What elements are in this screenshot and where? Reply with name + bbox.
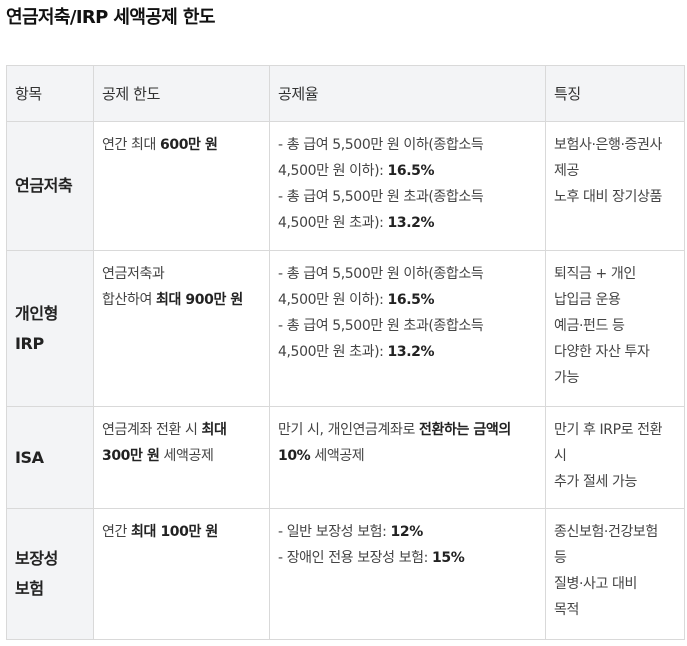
text-fragment: 연간 최대 <box>102 137 161 153</box>
text-fragment: 4,500만 원 이하): <box>278 163 388 179</box>
table-row: 개인형 IRP 연금저축과 합산하여 최대 900만 원- 총 급여 5,500만 원… <box>6 250 685 407</box>
cell-line: 합산하여 최대 900만 원 <box>102 287 261 313</box>
cell-line: 10% 세액공제 <box>278 443 537 469</box>
table-row: 보장성 보험 연간 최대 100만 원- 일반 보장성 보험: 12% - 장애인 전… <box>6 508 685 640</box>
item-label: IRP <box>15 333 44 353</box>
item-label: 연금저축 <box>15 176 73 195</box>
text-fragment: - 총 급여 5,500만 원 초과(종합소득 <box>278 318 484 334</box>
emphasis-text: 최대 <box>201 422 227 438</box>
cell-line: 연간 최대 100만 원 <box>102 519 261 545</box>
cell-line: 4,500만 원 초과): 13.2% <box>278 210 537 236</box>
text-fragment: - 총 급여 5,500만 원 이하(종합소득 <box>278 137 484 153</box>
table-row: 연금저축 연간 최대 600만 원 - 총 급여 5,500만 원 이하(종합소득 4… <box>6 121 685 251</box>
cell-line: 4,500만 원 초과): 13.2% <box>278 339 537 365</box>
feature-line: 목적 <box>554 602 579 618</box>
cell-line: 4,500만 원 이하): 16.5% <box>278 158 537 184</box>
emphasis-text: 16.5% <box>387 163 435 179</box>
emphasis-text: 10% <box>278 448 311 464</box>
feature-line: 보험사·은행·증권사 <box>554 137 662 153</box>
text-fragment: 4,500만 원 초과): <box>278 344 388 360</box>
cell-line: 연간 최대 600만 원 <box>102 132 261 158</box>
header-features: 특징 <box>545 65 685 122</box>
emphasis-text: 전환하는 금액의 <box>419 422 511 438</box>
feature-line: 납입금 운용 <box>554 292 621 308</box>
cell-line: - 장애인 전용 보장성 보험: 15% <box>278 545 537 571</box>
text-fragment: 연간 <box>102 524 132 540</box>
cell-line: 만기 시, 개인연금계좌로 전환하는 금액의 <box>278 417 537 443</box>
text-fragment: 합산하여 <box>102 292 156 308</box>
cell-item: 연금저축 <box>6 121 94 251</box>
cell-line: - 총 급여 5,500만 원 초과(종합소득 <box>278 313 537 339</box>
deduction-limit-table: 항목 공제 한도 공제율 특징 연금저축 연간 최대 600만 원- 총 급여 5… <box>6 65 685 640</box>
text-fragment: 연금저축과 <box>102 266 165 282</box>
cell-item: ISA <box>6 406 94 509</box>
text-fragment: - 총 급여 5,500만 원 초과(종합소득 <box>278 189 484 205</box>
emphasis-text: 15% <box>432 550 465 566</box>
item-label: 보험 <box>15 579 44 598</box>
text-fragment: 세액공제 <box>159 448 214 464</box>
feature-line: 만기 후 IRP로 전환 <box>554 422 663 438</box>
cell-limit: 연금계좌 전환 시 최대 300만 원 세액공제 <box>93 406 270 509</box>
emphasis-text: 13.2% <box>387 215 435 231</box>
cell-limit: 연간 최대 600만 원 <box>93 121 270 251</box>
feature-line: 노후 대비 장기상품 <box>554 189 662 205</box>
feature-line: 제공 <box>554 163 579 179</box>
feature-line: 등 <box>554 550 567 566</box>
feature-line: 가능 <box>554 370 579 386</box>
emphasis-text: 300만 원 <box>102 448 160 464</box>
text-fragment: 4,500만 원 이하): <box>278 292 388 308</box>
cell-line: - 총 급여 5,500만 원 이하(종합소득 <box>278 132 537 158</box>
table-row: ISA 연금계좌 전환 시 최대 300만 원 세액공제 만기 시, 개인연금계좌로 … <box>6 406 685 509</box>
feature-line: 퇴직금 + 개인 <box>554 266 636 282</box>
cell-rate: - 총 급여 5,500만 원 이하(종합소득 4,500만 원 이하): 16.… <box>269 121 546 251</box>
text-fragment: - 일반 보장성 보험: <box>278 524 391 540</box>
emphasis-text: 최대 900만 원 <box>155 292 243 308</box>
cell-line: - 총 급여 5,500만 원 이하(종합소득 <box>278 261 537 287</box>
text-fragment: 만기 시, 개인연금계좌로 <box>278 422 420 438</box>
cell-rate: - 총 급여 5,500만 원 이하(종합소득 4,500만 원 이하): 16.… <box>269 250 546 407</box>
text-fragment: - 장애인 전용 보장성 보험: <box>278 550 433 566</box>
feature-line: 추가 절세 가능 <box>554 474 637 490</box>
feature-line: 다양한 자산 투자 <box>554 344 650 360</box>
cell-line: 4,500만 원 이하): 16.5% <box>278 287 537 313</box>
table-header-row: 항목 공제 한도 공제율 특징 <box>6 65 685 122</box>
feature-line: 종신보험·건강보험 <box>554 524 658 540</box>
emphasis-text: 13.2% <box>387 344 435 360</box>
text-fragment: 4,500만 원 초과): <box>278 215 388 231</box>
item-label: 보장성 <box>15 549 58 568</box>
item-label: 개인형 <box>15 303 58 323</box>
cell-rate: 만기 시, 개인연금계좌로 전환하는 금액의 10% 세액공제 <box>269 406 546 509</box>
cell-limit: 연간 최대 100만 원 <box>93 508 270 640</box>
cell-line: 300만 원 세액공제 <box>102 443 261 469</box>
cell-rate: - 일반 보장성 보험: 12% - 장애인 전용 보장성 보험: 15% <box>269 508 546 640</box>
text-fragment: 연금계좌 전환 시 <box>102 422 202 438</box>
text-fragment: - 총 급여 5,500만 원 이하(종합소득 <box>278 266 484 282</box>
item-label: ISA <box>15 447 44 467</box>
cell-line: - 일반 보장성 보험: 12% <box>278 519 537 545</box>
feature-line: 시 <box>554 448 567 464</box>
feature-line: 질병·사고 대비 <box>554 576 637 592</box>
cell-line: 연금저축과 <box>102 261 261 287</box>
feature-line: 예금·펀드 등 <box>554 318 625 334</box>
cell-item: 개인형 IRP <box>6 250 94 407</box>
header-rate: 공제율 <box>269 65 546 122</box>
header-item: 항목 <box>6 65 94 122</box>
emphasis-text: 12% <box>390 524 424 540</box>
emphasis-text: 600만 원 <box>160 137 218 153</box>
cell-line: - 총 급여 5,500만 원 초과(종합소득 <box>278 184 537 210</box>
emphasis-text: 최대 100만 원 <box>131 524 218 540</box>
page-title: 연금저축/IRP 세액공제 한도 <box>6 7 215 28</box>
cell-line: 연금계좌 전환 시 최대 <box>102 417 261 443</box>
text-fragment: 세액공제 <box>310 448 365 464</box>
header-limit: 공제 한도 <box>93 65 270 122</box>
emphasis-text: 16.5% <box>387 292 435 308</box>
